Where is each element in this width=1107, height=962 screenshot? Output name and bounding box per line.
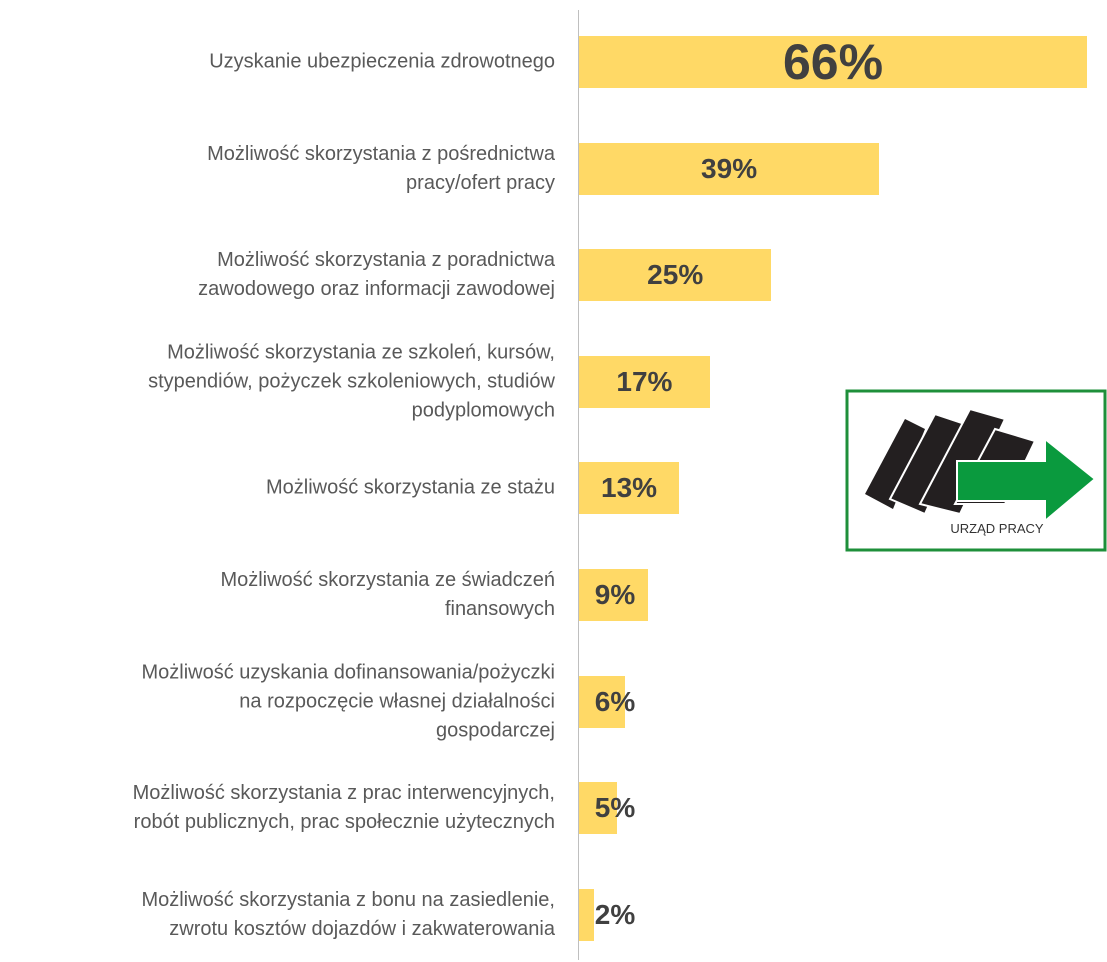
value-label: 25%	[647, 259, 704, 291]
bar	[579, 249, 772, 302]
category-label: Możliwość skorzystania z bonu na zasiedl…	[141, 888, 555, 940]
category-label: Możliwość skorzystania ze szkoleń, kursó…	[148, 341, 555, 422]
bar	[579, 36, 1087, 88]
logo: URZĄD PRACY	[845, 389, 1107, 552]
category-label: Możliwość uzyskania dofinansowania/pożyc…	[141, 661, 555, 742]
logo-arrow	[956, 436, 1097, 524]
value-label: 5%	[594, 792, 636, 824]
value-label: 6%	[594, 685, 636, 717]
bar	[579, 462, 680, 515]
category-label: Możliwość skorzystania z pośrednictwa pr…	[207, 142, 555, 194]
value-label: 9%	[594, 579, 636, 610]
logo-shape	[865, 419, 925, 509]
logo-text: URZĄD PRACY	[950, 521, 1044, 536]
value-label: 13%	[600, 472, 658, 504]
value-label: 17%	[616, 365, 673, 397]
bar	[579, 142, 880, 195]
category-label: Możliwość skorzystania z prac interwency…	[132, 782, 555, 834]
value-label: 66%	[782, 34, 884, 90]
bar	[579, 675, 626, 728]
axis-line	[578, 10, 579, 960]
category-label: Możliwość skorzystania ze stażu	[266, 476, 555, 499]
category-label: Możliwość skorzystania ze świadczeń fina…	[220, 569, 555, 620]
bar	[579, 782, 618, 835]
bar	[579, 355, 710, 408]
value-label: 39%	[701, 152, 758, 184]
category-label: Uzyskanie ubezpieczenia zdrowotnego	[209, 50, 555, 73]
category-label: Możliwość skorzystania z poradnictwa zaw…	[198, 249, 555, 301]
bar	[579, 569, 649, 621]
value-label: 2%	[594, 898, 636, 930]
bar	[579, 888, 595, 941]
